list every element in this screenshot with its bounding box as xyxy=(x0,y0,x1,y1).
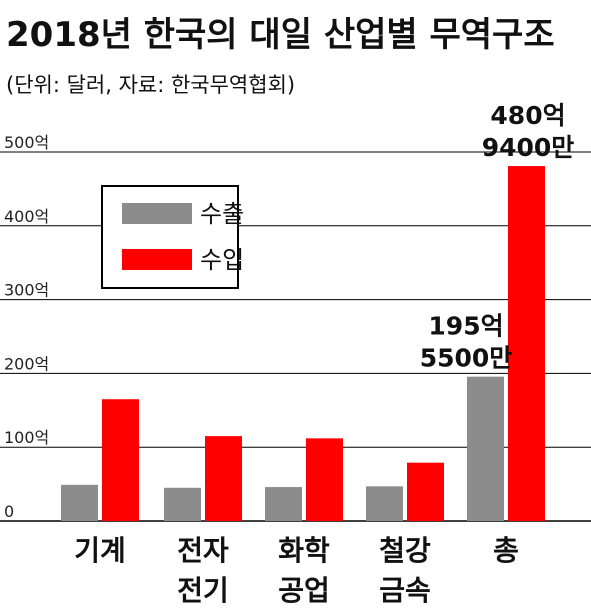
bar-export-0 xyxy=(61,484,98,521)
bar-import-0 xyxy=(102,399,139,521)
y-axis-ticks: 0 100억 200억 300억 400억 500억 xyxy=(4,133,49,521)
bars xyxy=(61,166,545,521)
category-label: 금속 xyxy=(379,574,431,607)
annotation-label: 9400만 xyxy=(482,133,575,162)
annotation-label: 195억 xyxy=(428,312,503,341)
bar-export-2 xyxy=(265,487,302,521)
y-tick-label: 300억 xyxy=(4,281,49,300)
y-tick-label: 500억 xyxy=(4,133,49,152)
category-label: 전기 xyxy=(177,574,229,607)
bar-export-1 xyxy=(164,487,201,521)
category-label: 철강 xyxy=(379,534,431,567)
legend-swatch-import xyxy=(122,249,192,270)
annotation-label: 480억 xyxy=(490,101,565,130)
chart-subtitle: (단위: 달러, 자료: 한국무역협회) xyxy=(6,73,295,97)
annotations: 195억 5500만 480억 9400만 xyxy=(420,101,575,373)
bar-import-4 xyxy=(508,166,545,521)
chart-title: 2018년 한국의 대일 산업별 무역구조 xyxy=(6,15,555,55)
bar-import-3 xyxy=(407,462,444,521)
bar-export-4 xyxy=(467,376,504,521)
y-tick-label: 0 xyxy=(4,502,14,521)
y-tick-label: 100억 xyxy=(4,428,49,447)
category-label: 전자 xyxy=(177,534,229,567)
category-label: 총 xyxy=(493,534,519,567)
bar-import-1 xyxy=(205,436,242,521)
bar-export-3 xyxy=(366,486,403,521)
y-tick-label: 200억 xyxy=(4,354,49,373)
category-label: 공업 xyxy=(278,574,330,607)
category-label: 기계 xyxy=(74,534,126,567)
legend-label-export: 수출 xyxy=(200,200,244,228)
legend-label-import: 수입 xyxy=(200,246,244,274)
category-label: 화학 xyxy=(278,534,330,567)
y-tick-label: 400억 xyxy=(4,207,49,226)
bar-import-2 xyxy=(306,438,343,521)
annotation-label: 5500만 xyxy=(420,344,513,373)
legend: 수출 수입 xyxy=(101,185,244,289)
legend-swatch-export xyxy=(122,203,192,224)
